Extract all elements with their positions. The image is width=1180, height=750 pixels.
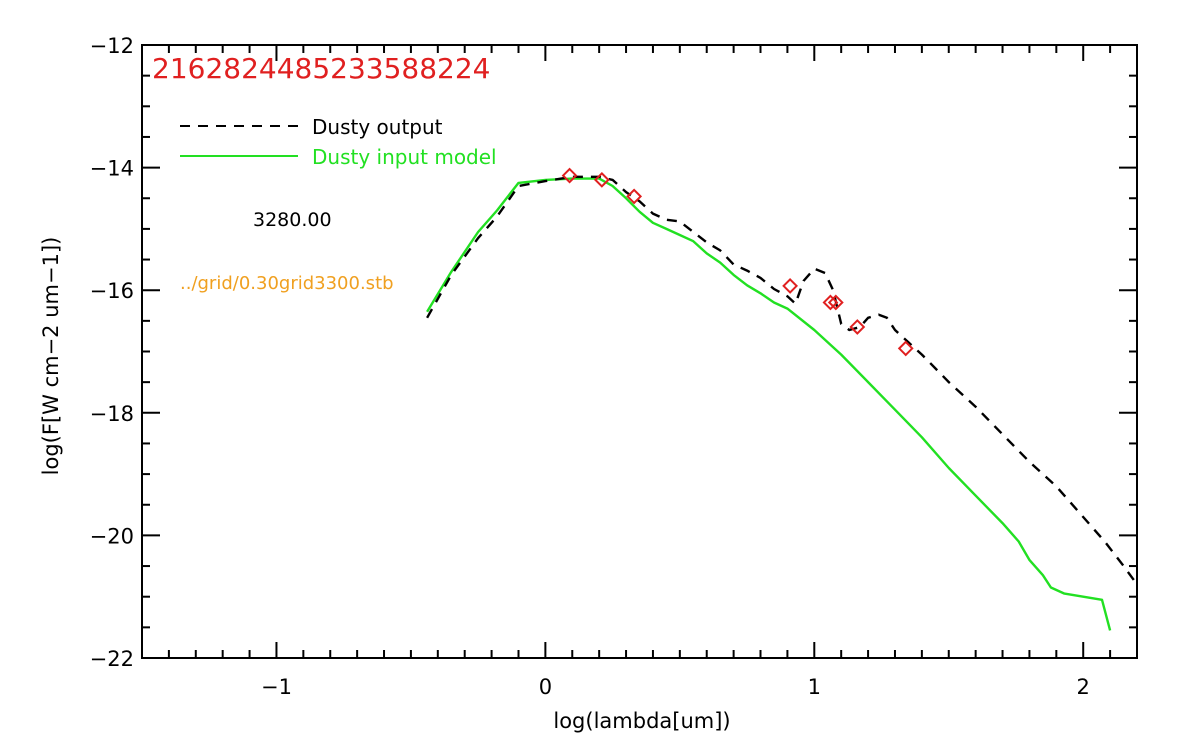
x-tick-label: 1 (808, 675, 821, 699)
observed-point (626, 188, 643, 205)
observed-point (849, 319, 866, 335)
y-tick-label: −14 (90, 157, 134, 181)
y-tick-label: −22 (90, 647, 134, 671)
chart-title: 21628244852335882​24 (152, 52, 490, 85)
series-layer (426, 175, 1138, 631)
observed-point (897, 340, 914, 357)
observed-markers (561, 167, 914, 357)
dusty-input-line (426, 177, 1112, 631)
y-tick-label: −12 (90, 34, 134, 58)
observed-point (822, 294, 839, 311)
y-axis-label: log(F[W cm−2 um−1]) (39, 237, 63, 476)
legend: Dusty output Dusty input model (180, 115, 497, 169)
x-tick-label: 2 (1077, 675, 1090, 699)
x-tick-label: 0 (539, 675, 552, 699)
x-axis-label: log(lambda[um]) (553, 709, 730, 733)
observed-point (782, 277, 799, 294)
axis-ticks: −1 0 1 2 −22 −20 −18 −16 −14 −12 (90, 34, 1138, 699)
grid-file-annotation: ../grid/0.30grid3300.stb (180, 273, 394, 294)
plot-frame (141, 44, 1138, 659)
legend-output-label: Dusty output (312, 115, 443, 139)
legend-input-label: Dusty input model (312, 145, 497, 169)
observed-point (827, 294, 844, 311)
x-tick-label: −1 (261, 675, 292, 699)
observed-point (593, 171, 610, 188)
observed-point (561, 167, 578, 184)
y-tick-label: −18 (90, 402, 134, 426)
temperature-annotation: 3280.00 (253, 209, 332, 231)
y-tick-label: −20 (90, 524, 134, 548)
dusty-output-line (426, 175, 1138, 586)
y-tick-label: −16 (90, 279, 134, 303)
